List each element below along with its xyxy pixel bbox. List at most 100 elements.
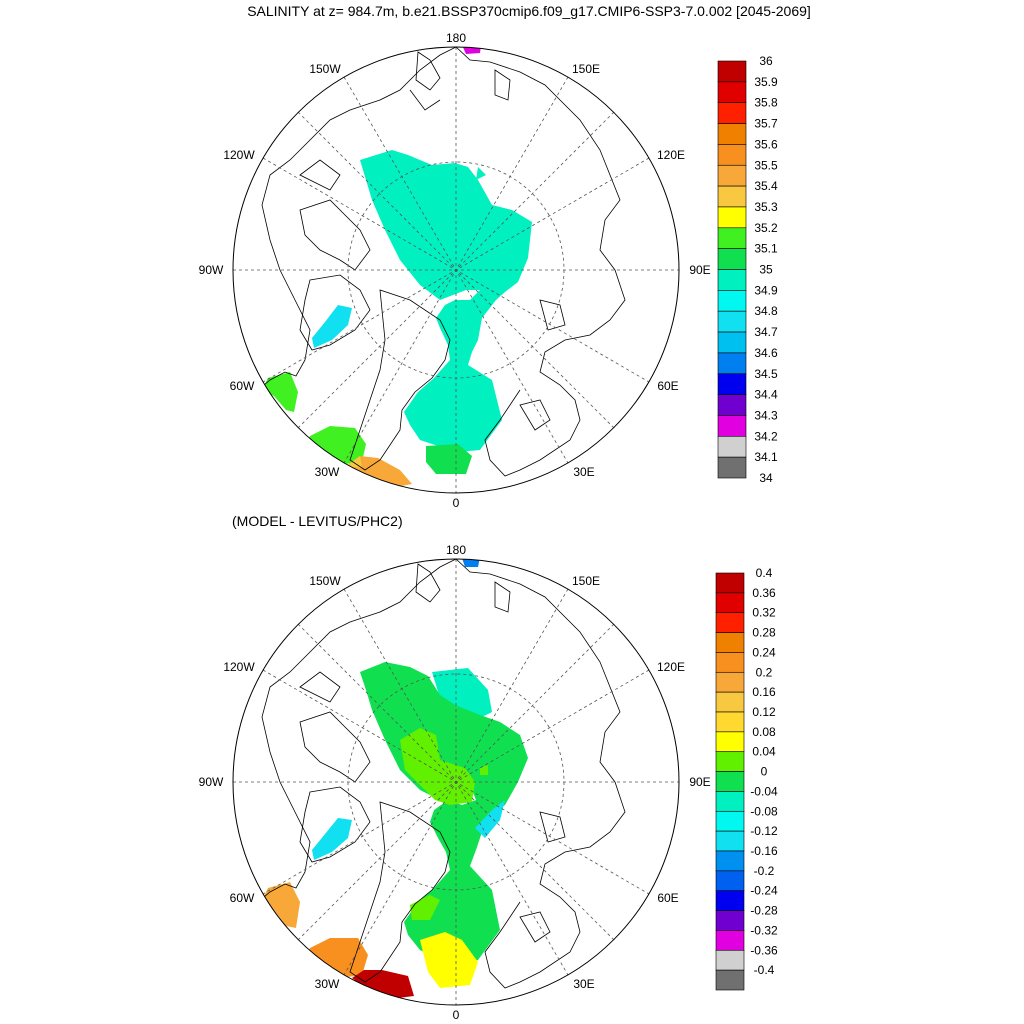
diff-region-irminger	[306, 938, 368, 978]
lon-label-120e: 120E	[657, 148, 685, 162]
diff-region-labrador	[262, 882, 300, 928]
longitude-labels: 180 150W 150E 120W 120E 90W 90E 60W 60E …	[199, 543, 711, 1022]
lon-label-30e: 30E	[573, 465, 594, 479]
colorbar-tick-label: 34.4	[754, 388, 778, 402]
figure-title: SALINITY at z= 984.7m, b.e21.BSSP370cmip…	[247, 3, 811, 19]
lon-label-30w: 30W	[315, 977, 340, 991]
salinity-region-irminger	[306, 426, 366, 464]
colorbar-swatch	[715, 632, 745, 653]
colorbar-swatch	[715, 850, 745, 872]
colorbar-swatch	[717, 435, 747, 458]
lon-label-60e: 60E	[657, 379, 678, 393]
longitude-labels: 180 150W 150E 120W 120E 90W 90E 60W 60E …	[199, 31, 711, 510]
colorbar-swatch	[715, 751, 745, 772]
diff-region-amerasian	[400, 728, 475, 805]
diff-region-norwegian	[420, 932, 478, 988]
coastlines	[257, 47, 626, 477]
colorbar-swatch	[715, 890, 745, 911]
colorbar-tick-label: 35.4	[754, 179, 778, 193]
colorbar-tick-label: 35.1	[754, 242, 778, 256]
colorbar-tick-label: -0.36	[750, 943, 778, 957]
colorbar-tick-label: 0.4	[756, 566, 773, 580]
lon-label-150w: 150W	[309, 62, 341, 76]
lon-label-90e: 90E	[689, 775, 710, 789]
colorbar-tick-label: 0.24	[752, 645, 776, 659]
colorbar-tick-label: 0.28	[752, 626, 776, 640]
colorbar-tick-label: 34.3	[754, 408, 778, 422]
grid-lines	[233, 559, 679, 1005]
lon-label-90w: 90W	[199, 775, 224, 789]
colorbar-swatch	[717, 290, 747, 312]
colorbar-swatch	[717, 331, 747, 354]
colorbar-tick-label: 34.1	[754, 450, 778, 464]
colorbar-swatch	[717, 123, 747, 145]
colorbar-swatch	[717, 185, 747, 208]
salinity-region-arctic-central	[360, 150, 532, 452]
lon-label-120w: 120W	[223, 660, 255, 674]
lon-label-180: 180	[446, 31, 466, 45]
colorbar-swatch	[717, 373, 747, 395]
diff-region-baffin	[312, 818, 352, 860]
colorbar-swatch	[717, 164, 747, 187]
colorbar-tick-label: 34.7	[754, 325, 778, 339]
lon-label-0: 0	[453, 496, 460, 510]
colorbar-swatch	[717, 144, 747, 166]
colorbar-swatch	[715, 691, 745, 713]
lon-label-30w: 30W	[315, 465, 340, 479]
colorbar-tick-label: 0.2	[756, 665, 773, 679]
colorbar-swatch	[715, 731, 745, 753]
lon-label-90w: 90W	[199, 263, 224, 277]
colorbar-tick-label: 0.36	[752, 586, 776, 600]
map-border	[232, 558, 680, 1006]
colorbar-tick-label: 34.8	[754, 304, 778, 318]
lon-label-90e: 90E	[689, 263, 710, 277]
salinity-region-labrador	[262, 372, 298, 412]
colorbar-swatch	[715, 910, 745, 931]
colorbar-swatch	[717, 456, 747, 479]
colorbar-swatch	[715, 612, 745, 633]
lon-label-120w: 120W	[223, 148, 255, 162]
colorbar-swatch	[717, 415, 747, 437]
salinity-region-bering	[462, 47, 481, 54]
colorbar-tick-label: -0.32	[750, 923, 778, 937]
colorbar-tick-label: 35.2	[754, 221, 778, 235]
salinity-region-ne-atlantic	[346, 456, 412, 487]
lon-label-120e: 120E	[657, 660, 685, 674]
colorbar-swatch	[717, 60, 747, 83]
lon-label-60w: 60W	[230, 891, 255, 905]
colorbar-tick-label: 0.08	[752, 725, 776, 739]
lon-label-150w: 150W	[309, 574, 341, 588]
map-border	[232, 46, 680, 494]
colorbar-tick-label: -0.08	[750, 804, 778, 818]
salinity-map: 180 150W 150E 120W 120E 90W 90E 60W 60E …	[199, 31, 778, 510]
colorbar-tick-label: -0.16	[750, 844, 778, 858]
colorbar-swatch	[717, 102, 747, 124]
colorbar-swatch	[715, 810, 745, 832]
colorbar-tick-label: 0.04	[752, 745, 776, 759]
colorbar-swatch	[715, 791, 745, 812]
colorbar-swatch	[717, 352, 747, 375]
colorbar-tick-label: 0.32	[752, 606, 776, 620]
colorbar-swatch	[717, 81, 747, 103]
lon-label-150e: 150E	[572, 574, 600, 588]
salinity-region-norwegian	[426, 444, 472, 474]
colorbar-swatch	[715, 930, 745, 951]
colorbar-tick-label: -0.2	[754, 864, 775, 878]
colorbar-tick-label: -0.24	[750, 884, 778, 898]
colorbar-tick-label: 34	[759, 471, 773, 485]
diff-region-bering	[462, 559, 480, 567]
colorbar-tick-label: -0.28	[750, 904, 778, 918]
salinity-region-baffin	[312, 305, 352, 348]
colorbar-tick-label: 35.6	[754, 137, 778, 151]
colorbar-tick-label: 34.5	[754, 367, 778, 381]
diff-region-ne-atlantic	[352, 970, 414, 998]
coastlines	[257, 559, 626, 989]
colorbar-swatch	[715, 870, 745, 892]
lon-label-180: 180	[446, 543, 466, 557]
colorbar-swatch	[717, 310, 747, 333]
colorbar-swatch	[715, 711, 745, 733]
colorbar-swatch	[715, 652, 745, 673]
difference-field	[233, 559, 679, 1005]
lon-label-60w: 60W	[230, 379, 255, 393]
